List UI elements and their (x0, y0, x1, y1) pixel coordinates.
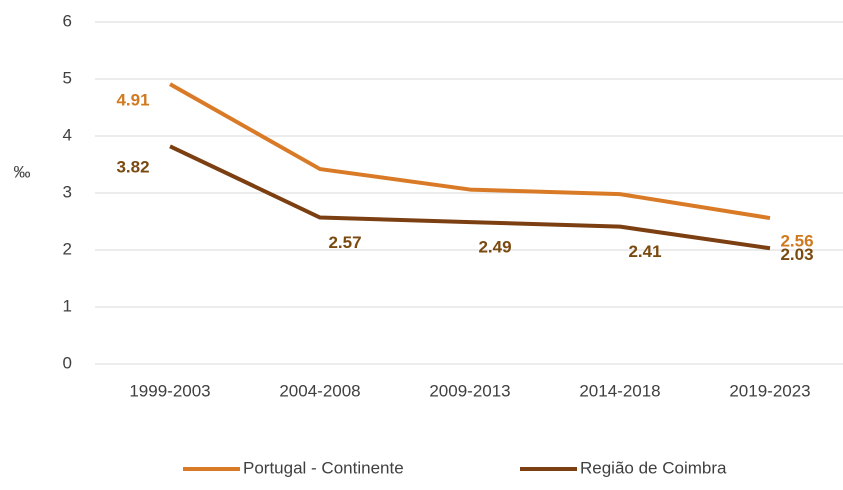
legend-label: Região de Coimbra (580, 458, 727, 477)
x-tick-label: 2009-2013 (429, 381, 510, 400)
x-tick-label: 1999-2003 (129, 381, 210, 400)
data-label: 3.82 (116, 158, 149, 177)
data-label: 2.41 (628, 242, 661, 261)
data-label: 2.56 (780, 232, 813, 251)
y-tick-label: 4 (63, 125, 72, 144)
x-tick-label: 2019-2023 (729, 381, 810, 400)
legend-label: Portugal - Continente (243, 458, 404, 477)
data-label: 2.03 (780, 245, 813, 264)
data-label: 2.57 (328, 233, 361, 252)
y-tick-label: 3 (63, 182, 72, 201)
data-label: 2.49 (478, 238, 511, 257)
y-tick-label: 0 (63, 353, 72, 372)
data-label: 4.91 (116, 91, 149, 110)
x-tick-label: 2004-2008 (279, 381, 360, 400)
y-axis-label: ‰ (14, 162, 31, 181)
y-tick-label: 6 (63, 11, 72, 30)
x-tick-label: 2014-2018 (579, 381, 660, 400)
y-tick-label: 2 (63, 239, 72, 258)
y-tick-label: 5 (63, 68, 72, 87)
data-line (169, 144, 771, 251)
y-tick-label: 1 (63, 296, 72, 315)
data-line (169, 82, 771, 221)
